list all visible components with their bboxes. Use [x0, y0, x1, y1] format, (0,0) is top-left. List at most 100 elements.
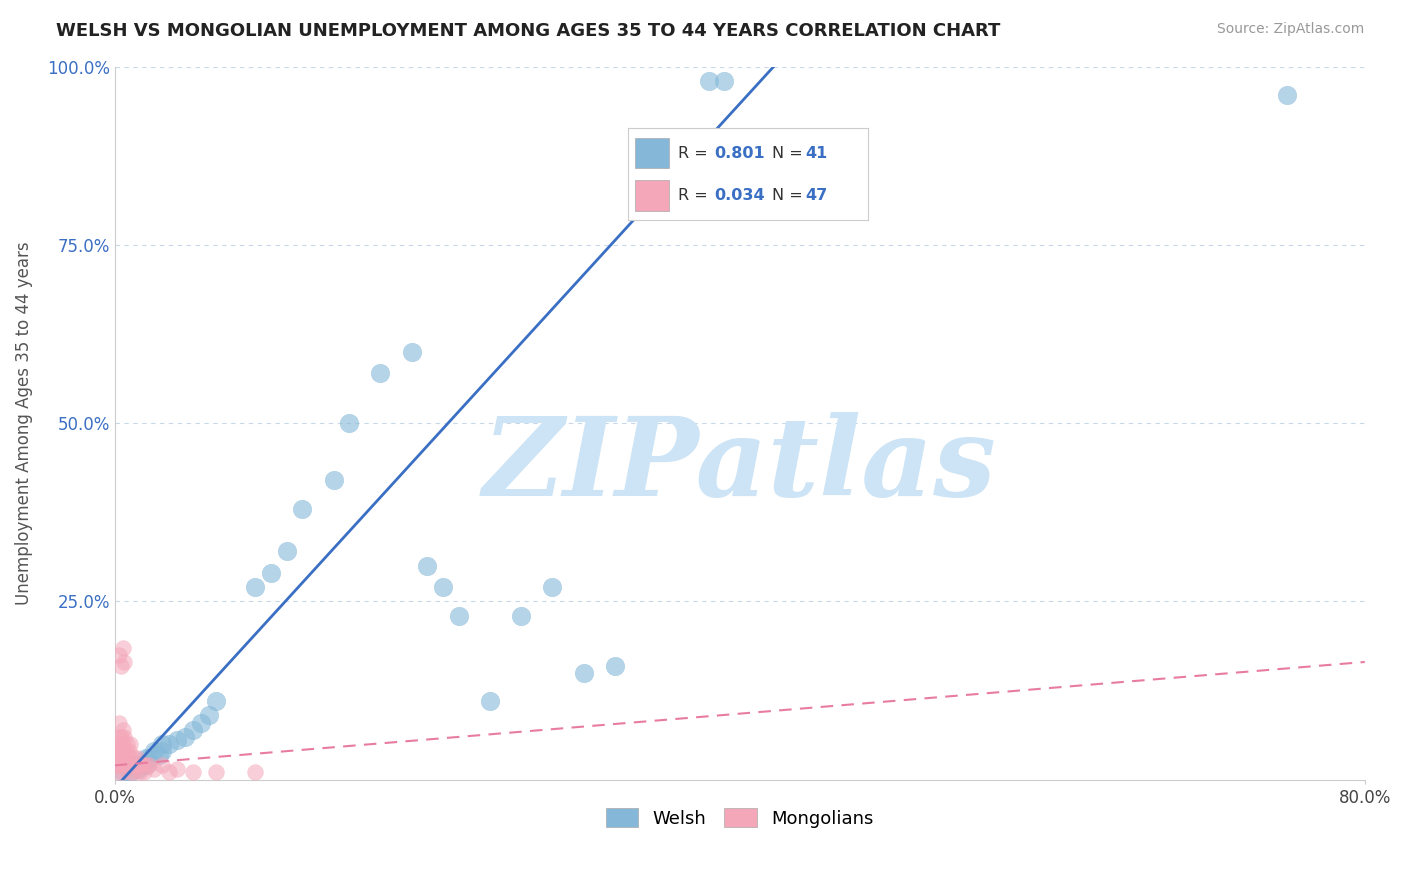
Point	[135, 758, 157, 772]
Point	[111, 751, 134, 765]
Point	[150, 744, 173, 758]
Point	[148, 747, 170, 762]
Point	[127, 758, 149, 772]
Point	[181, 765, 204, 780]
Point	[112, 744, 135, 758]
Point	[276, 544, 298, 558]
Point	[110, 744, 132, 758]
Point	[117, 758, 139, 772]
Point	[120, 737, 142, 751]
Point	[245, 765, 267, 780]
Point	[127, 762, 149, 776]
Point	[121, 758, 143, 772]
Point	[197, 708, 219, 723]
Point	[112, 730, 135, 744]
Point	[416, 558, 439, 573]
Text: R =: R =	[678, 188, 713, 202]
Point	[572, 665, 595, 680]
Point	[118, 744, 141, 758]
Point	[124, 758, 146, 772]
Point	[108, 648, 131, 662]
Text: 0.034: 0.034	[714, 188, 765, 202]
Point	[510, 608, 533, 623]
Point	[190, 715, 212, 730]
Point	[111, 640, 134, 655]
Point	[138, 751, 160, 765]
Point	[122, 765, 145, 780]
Point	[122, 751, 145, 765]
Text: 0.801: 0.801	[714, 146, 765, 161]
Point	[159, 765, 181, 780]
Point	[122, 758, 145, 772]
Point	[159, 737, 181, 751]
Point	[114, 744, 136, 758]
Y-axis label: Unemployment Among Ages 35 to 44 years: Unemployment Among Ages 35 to 44 years	[15, 242, 32, 605]
Point	[108, 730, 131, 744]
Text: WELSH VS MONGOLIAN UNEMPLOYMENT AMONG AGES 35 TO 44 YEARS CORRELATION CHART: WELSH VS MONGOLIAN UNEMPLOYMENT AMONG AG…	[56, 22, 1001, 40]
Point	[111, 723, 134, 737]
Point	[205, 694, 228, 708]
Point	[245, 580, 267, 594]
Point	[120, 765, 142, 780]
Point	[105, 744, 128, 758]
Point	[150, 758, 173, 772]
Point	[105, 758, 128, 772]
Point	[401, 344, 423, 359]
Text: Source: ZipAtlas.com: Source: ZipAtlas.com	[1216, 22, 1364, 37]
Point	[107, 737, 129, 751]
Point	[108, 758, 131, 772]
Point	[142, 744, 165, 758]
Point	[131, 758, 153, 772]
Point	[118, 758, 141, 772]
Point	[108, 744, 131, 758]
Point	[697, 74, 720, 88]
Point	[150, 737, 173, 751]
Text: N =: N =	[772, 146, 807, 161]
Point	[174, 730, 197, 744]
Point	[112, 758, 135, 772]
Point	[120, 765, 142, 780]
Point	[110, 758, 132, 772]
Point	[117, 737, 139, 751]
Point	[111, 765, 134, 780]
Point	[370, 366, 392, 380]
Point	[166, 762, 188, 776]
Text: N =: N =	[772, 188, 807, 202]
Point	[128, 765, 150, 780]
Point	[134, 765, 156, 780]
Point	[260, 566, 283, 580]
Point	[114, 758, 136, 772]
Point	[181, 723, 204, 737]
Point	[117, 758, 139, 772]
Point	[132, 758, 155, 772]
Text: ZIPatlas: ZIPatlas	[482, 412, 997, 520]
Point	[322, 473, 344, 487]
Text: R =: R =	[678, 146, 713, 161]
Point	[110, 658, 132, 673]
Point	[112, 655, 135, 669]
Point	[447, 608, 470, 623]
Text: 47: 47	[806, 188, 828, 202]
Point	[166, 733, 188, 747]
Point	[205, 765, 228, 780]
Point	[135, 751, 157, 765]
Point	[478, 694, 501, 708]
Point	[107, 751, 129, 765]
Point	[1275, 88, 1298, 103]
Point	[111, 765, 134, 780]
Point	[337, 416, 360, 430]
Point	[120, 758, 142, 772]
Point	[107, 765, 129, 780]
Point	[125, 751, 148, 765]
Point	[291, 501, 314, 516]
Point	[138, 758, 160, 772]
Point	[135, 758, 157, 772]
Point	[713, 74, 735, 88]
Point	[111, 737, 134, 751]
Point	[603, 658, 626, 673]
Text: 41: 41	[806, 146, 828, 161]
Point	[120, 751, 142, 765]
Point	[541, 580, 564, 594]
Point	[110, 730, 132, 744]
FancyBboxPatch shape	[636, 180, 669, 211]
